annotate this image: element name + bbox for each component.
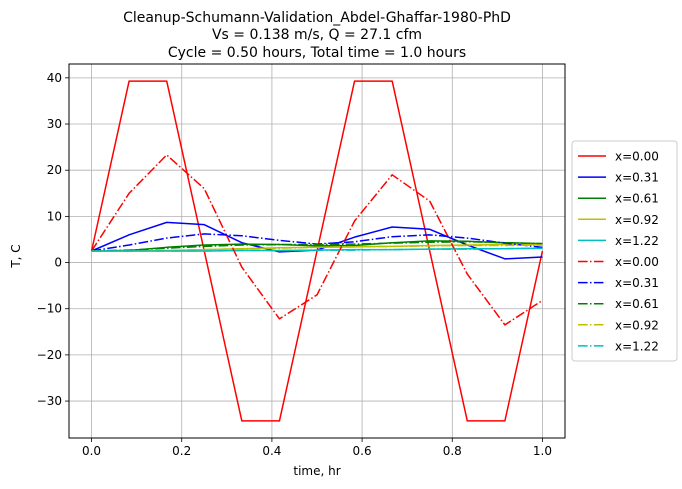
legend-label: x=0.61 (615, 297, 659, 311)
x-tick-label: 0.0 (82, 444, 101, 458)
legend-label: x=1.22 (615, 234, 659, 248)
chart-title-line-2: Vs = 0.138 m/s, Q = 27.1 cfm (212, 27, 422, 43)
y-axis-label: T, C (9, 244, 23, 268)
legend-box (571, 140, 678, 362)
legend-label: x=0.00 (615, 150, 659, 164)
x-axis-label: time, hr (293, 464, 340, 478)
series-line-6 (90, 154, 543, 326)
y-tick-label: −20 (37, 348, 62, 362)
legend-label: x=1.22 (615, 339, 659, 353)
legend-label: x=0.00 (615, 255, 659, 269)
axis-ticks: 0.0 0.2 0.4 0.6 0.8 1.0 −30 −20 −10 0 10 20 30 40 (37, 71, 552, 458)
series-line-1 (90, 80, 544, 422)
y-tick-label: −30 (37, 394, 62, 408)
series-line-3 (91, 240, 543, 252)
x-tick-label: 0.8 (443, 444, 462, 458)
legend-label: x=0.31 (615, 276, 659, 290)
plot-series (90, 80, 544, 422)
y-tick-label: 30 (47, 117, 62, 131)
y-tick-label: −10 (37, 302, 62, 316)
series-line-10 (91, 247, 543, 252)
chart-title-line-3: Cycle = 0.50 hours, Total time = 1.0 hou… (168, 45, 466, 61)
legend-label: x=0.92 (615, 318, 659, 332)
series-line-9 (91, 244, 543, 252)
y-tick-label: 40 (47, 71, 62, 85)
plot-frame (68, 63, 566, 439)
legend-label: x=0.61 (615, 192, 659, 206)
x-tick-label: 1.0 (533, 444, 552, 458)
y-tick-label: 10 (47, 209, 62, 223)
legend-label: x=0.92 (615, 213, 659, 227)
y-tick-label: 0 (54, 256, 62, 270)
x-tick-label: 0.2 (172, 444, 191, 458)
series-line-8 (91, 241, 543, 252)
y-tick-label: 20 (47, 163, 62, 177)
chart-title-line-1: Cleanup-Schumann-Validation_Abdel-Ghaffa… (123, 10, 511, 26)
legend: x=0.00 x=0.31 x=0.61 x=0.92 x=1.22 x=0.00 x=0.… (571, 140, 678, 362)
x-tick-label: 0.6 (353, 444, 372, 458)
legend-label: x=0.31 (615, 171, 659, 185)
x-tick-label: 0.4 (262, 444, 281, 458)
